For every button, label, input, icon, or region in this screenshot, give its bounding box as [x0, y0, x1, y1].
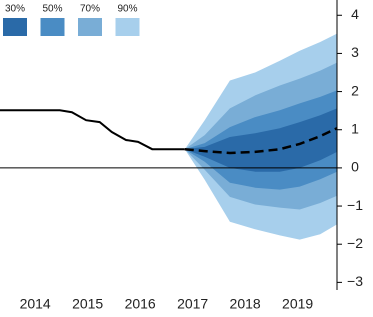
- x-tick-label: 2016: [125, 296, 156, 312]
- legend-swatch: [3, 18, 27, 36]
- x-tick-label: 2018: [230, 296, 261, 312]
- legend-label: 30%: [5, 4, 25, 15]
- x-tick-label: 2019: [282, 296, 313, 312]
- y-tick-label: 1: [351, 120, 359, 136]
- legend-label: 50%: [42, 4, 62, 15]
- legend-label: 70%: [80, 4, 100, 15]
- y-tick-label: −3: [347, 273, 363, 289]
- y-tick-label: 2: [351, 82, 359, 98]
- legend-swatch: [40, 18, 65, 36]
- legend-swatch: [78, 18, 102, 36]
- y-tick-label: −2: [347, 235, 363, 251]
- fan-band: [184, 108, 337, 172]
- y-tick-label: 0: [351, 159, 359, 175]
- projection-line: [184, 127, 338, 155]
- y-tick-label: −1: [347, 197, 363, 213]
- x-tick-label: 2017: [177, 296, 208, 312]
- legend-swatch: [115, 18, 140, 36]
- legend-label: 90%: [117, 4, 137, 15]
- x-tick-label: 2015: [72, 296, 103, 312]
- y-tick-label: 4: [351, 6, 359, 22]
- y-tick-label: 3: [351, 44, 359, 60]
- x-tick-label: 2014: [20, 296, 51, 312]
- history-line: [0, 109, 185, 151]
